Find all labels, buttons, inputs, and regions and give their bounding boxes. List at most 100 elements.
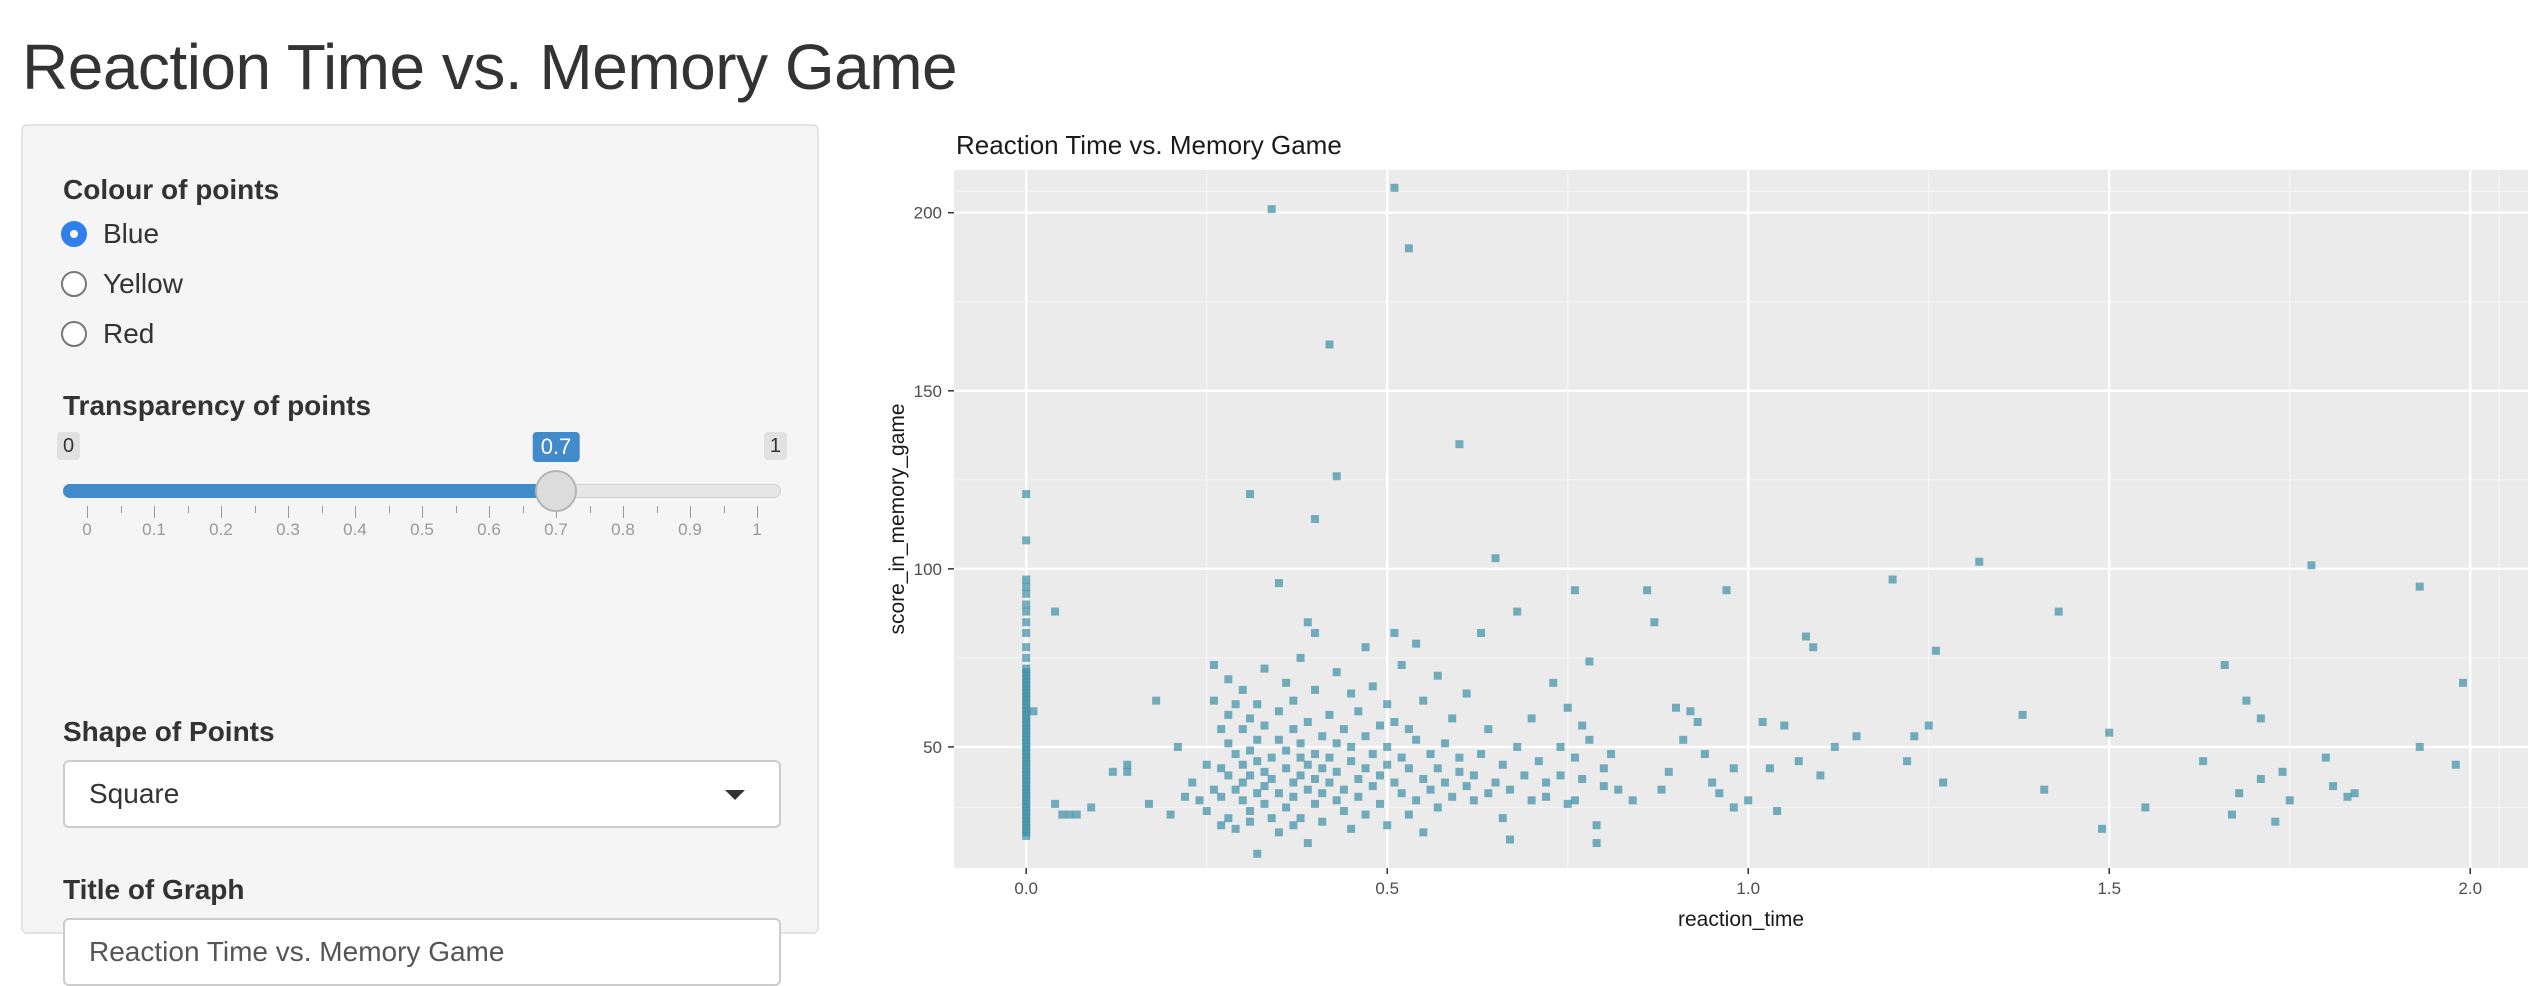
radio-button[interactable]	[61, 321, 87, 347]
data-point	[1794, 757, 1803, 766]
data-point	[1065, 810, 1074, 819]
data-point	[1022, 628, 1031, 637]
data-point	[1318, 817, 1327, 826]
data-point	[2278, 767, 2287, 776]
data-point	[1311, 799, 1320, 808]
radio-red[interactable]: Red	[61, 318, 154, 350]
slider-handle[interactable]	[535, 470, 577, 512]
data-point	[1801, 632, 1810, 641]
radio-yellow[interactable]: Yellow	[61, 268, 183, 300]
data-point	[1390, 717, 1399, 726]
data-point	[1224, 814, 1233, 823]
data-point	[1303, 760, 1312, 769]
x-axis-label: reaction_time	[1678, 908, 1804, 930]
data-point	[1022, 643, 1031, 652]
slider-tick	[556, 506, 557, 518]
data-point	[2018, 710, 2027, 719]
data-point	[1708, 778, 1717, 787]
data-point	[1332, 796, 1341, 805]
data-point	[1484, 725, 1493, 734]
data-point	[1614, 785, 1623, 794]
data-point	[1888, 575, 1897, 584]
data-point	[1375, 771, 1384, 780]
data-point	[1123, 760, 1132, 769]
shape-select[interactable]: Square	[63, 760, 781, 828]
data-point	[1375, 799, 1384, 808]
data-point	[1238, 760, 1247, 769]
data-point	[1246, 714, 1255, 723]
data-point	[1628, 796, 1637, 805]
data-point	[1390, 778, 1399, 787]
data-point	[1303, 785, 1312, 794]
data-point	[2256, 714, 2265, 723]
data-point	[1765, 764, 1774, 773]
data-point	[1267, 774, 1276, 783]
data-point	[1209, 661, 1218, 670]
data-point	[1238, 796, 1247, 805]
data-point	[1484, 789, 1493, 798]
slider-value-label: 0.7	[532, 432, 580, 462]
radio-button[interactable]	[61, 271, 87, 297]
data-point	[1563, 799, 1572, 808]
x-tick-label: 2.0	[2458, 879, 2482, 898]
data-point	[1686, 707, 1695, 716]
data-point	[1556, 742, 1565, 751]
data-point	[1022, 618, 1031, 627]
data-point	[1505, 785, 1514, 794]
data-point	[1274, 707, 1283, 716]
radio-blue[interactable]: Blue	[61, 218, 159, 250]
data-point	[1325, 778, 1334, 787]
data-point	[1202, 807, 1211, 816]
data-point	[1758, 717, 1767, 726]
radio-label-yellow: Yellow	[103, 268, 183, 299]
data-point	[1419, 774, 1428, 783]
title-input[interactable]	[63, 918, 781, 986]
data-point	[1217, 764, 1226, 773]
data-point	[1246, 490, 1255, 499]
data-point	[1173, 742, 1182, 751]
title-label: Title of Graph	[63, 874, 245, 905]
shape-label: Shape of Points	[63, 716, 275, 747]
data-point	[2350, 789, 2359, 798]
transparency-slider[interactable]: 0 1 0.7 0 0.1 0.2 0.3 0.4 0.5 0.6 0.7 0.8 0.9 1	[57, 432, 787, 542]
slider-tick-label: 0.9	[678, 520, 702, 539]
data-point	[1166, 810, 1175, 819]
data-point	[1332, 472, 1341, 481]
data-point	[1440, 739, 1449, 748]
data-point	[1311, 774, 1320, 783]
data-point	[1246, 746, 1255, 755]
data-point	[1022, 490, 1031, 499]
data-point	[1383, 742, 1392, 751]
radio-button-checked[interactable]	[61, 221, 87, 247]
data-point	[1217, 725, 1226, 734]
data-point	[1260, 799, 1269, 808]
data-point	[1217, 821, 1226, 830]
data-point	[1462, 782, 1471, 791]
data-point	[1498, 814, 1507, 823]
data-point	[1144, 799, 1153, 808]
slider-tick	[422, 506, 423, 518]
data-point	[1224, 739, 1233, 748]
data-point	[1578, 774, 1587, 783]
data-point	[1303, 717, 1312, 726]
y-tick-label: 200	[914, 204, 942, 223]
data-point	[1303, 839, 1312, 848]
slider-tick	[87, 506, 88, 518]
data-point	[1108, 767, 1117, 776]
data-point	[1260, 782, 1269, 791]
data-point	[1520, 771, 1529, 780]
slider-tick-label: 0.1	[142, 520, 166, 539]
data-point	[1585, 735, 1594, 744]
data-point	[2307, 561, 2316, 570]
data-point	[1296, 739, 1305, 748]
data-point	[1455, 440, 1464, 449]
data-point	[1383, 760, 1392, 769]
data-point	[1087, 803, 1096, 812]
data-point	[1347, 689, 1356, 698]
data-point	[1318, 789, 1327, 798]
data-point	[1123, 767, 1132, 776]
data-point	[1267, 205, 1276, 214]
data-point	[2321, 753, 2330, 762]
data-point	[1433, 671, 1442, 680]
data-point	[2054, 607, 2063, 616]
